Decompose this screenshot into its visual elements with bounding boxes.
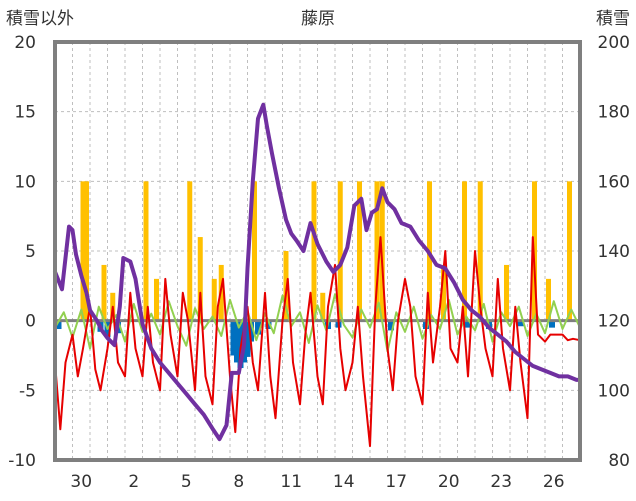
x-tick-label: 2 [128, 472, 139, 492]
left-axis-label: 積雪以外 [6, 9, 74, 29]
sunshine-bar [187, 181, 193, 321]
x-axis-ticks: 30 2 5 8 11 14 17 20 23 26 [70, 472, 564, 492]
sunshine-bar [357, 181, 362, 321]
negative-bar [517, 320, 524, 327]
snow-depth-series [53, 102, 582, 442]
right-tick-label: 140 [598, 242, 630, 262]
x-tick-label: 8 [233, 472, 244, 492]
left-tick-label: 20 [14, 33, 36, 53]
wind-series [54, 293, 581, 353]
snow-depth-line [53, 102, 582, 442]
plot-frame [53, 40, 582, 462]
negative-bar [248, 320, 254, 342]
right-axis-label: 積雪 [596, 9, 630, 29]
sunshine-bar [504, 264, 509, 321]
negative-bar [388, 320, 394, 331]
right-axis-ticks: 200 180 160 140 120 100 80 [598, 33, 630, 471]
left-tick-label: -5 [19, 381, 36, 401]
negative-bar [230, 320, 237, 356]
x-tick-label: 23 [490, 472, 512, 492]
negative-bar [549, 320, 555, 328]
left-tick-label: 5 [25, 242, 36, 262]
right-tick-label: 200 [598, 33, 630, 53]
x-tick-label: 30 [70, 472, 92, 492]
x-tick-label: 5 [181, 472, 192, 492]
sunshine-bar [143, 181, 149, 321]
negative-bar [244, 320, 251, 357]
negative-bar [465, 320, 471, 328]
sunshine-bar [567, 181, 572, 321]
right-tick-label: 80 [608, 451, 630, 471]
x-tick-label: 14 [333, 472, 355, 492]
left-tick-label: -10 [8, 451, 36, 471]
sunshine-bar [252, 181, 257, 321]
sunshine-bar [374, 181, 380, 321]
left-axis-ticks: 20 15 10 5 0 -5 -10 [8, 33, 36, 471]
sunshine-bar [311, 181, 317, 321]
right-tick-label: 100 [598, 381, 630, 401]
x-tick-label: 26 [543, 472, 565, 492]
sunshine-bar [320, 292, 326, 321]
right-tick-label: 120 [598, 312, 630, 332]
sunshine-bar [477, 181, 483, 321]
temperature-line [54, 236, 581, 448]
sunshine-bar [84, 181, 89, 321]
sunshine-bar [101, 264, 107, 321]
negative-bar [55, 320, 62, 330]
x-tick-label: 11 [280, 472, 302, 492]
sunshine-bar [197, 237, 203, 321]
x-tick-label: 20 [438, 472, 460, 492]
x-tick-label: 17 [385, 472, 407, 492]
wind-line [54, 293, 581, 353]
sunshine-bar [462, 181, 467, 321]
left-tick-label: 15 [14, 103, 36, 123]
negative-bar [234, 320, 240, 363]
right-tick-label: 160 [598, 172, 630, 192]
sunshine-bar [337, 181, 343, 321]
chart-title: 藤原 [301, 9, 335, 29]
right-tick-label: 180 [598, 103, 630, 123]
sunshine-bar [546, 278, 551, 321]
negative-bar [255, 320, 261, 335]
sunshine-bar [441, 264, 446, 321]
left-tick-label: 0 [25, 312, 36, 332]
sunshine-bar [154, 278, 159, 321]
left-tick-label: 10 [14, 172, 36, 192]
sunshine-bar [211, 278, 217, 321]
sunshine-bar [80, 181, 86, 321]
temperature-series [54, 236, 581, 448]
negative-bar [265, 320, 272, 330]
